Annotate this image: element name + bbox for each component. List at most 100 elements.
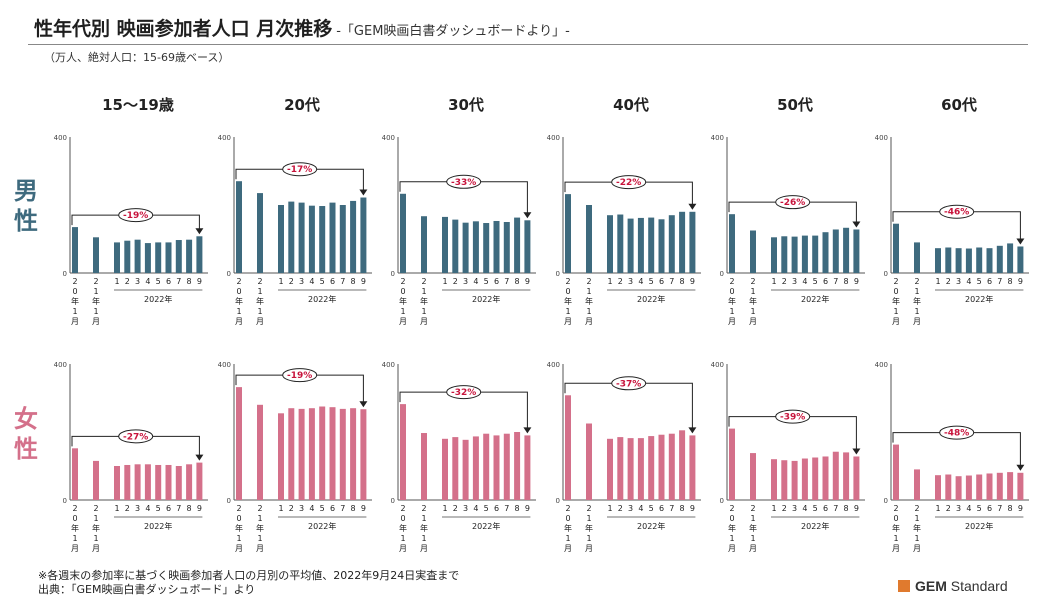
bar bbox=[586, 205, 592, 273]
bar bbox=[72, 448, 78, 500]
bar bbox=[319, 206, 326, 273]
x-tick-label-pre: 0 bbox=[565, 287, 570, 296]
bar bbox=[791, 460, 798, 500]
change-badge-label: -26% bbox=[780, 198, 805, 208]
bar bbox=[134, 239, 141, 273]
x-tick-label-pre: 2 bbox=[72, 277, 77, 286]
x-tick-label-month: 5 bbox=[320, 277, 325, 286]
panel-title: 30代 bbox=[448, 96, 484, 114]
x-tick-label-pre: 0 bbox=[236, 514, 241, 523]
change-badge-label: -39% bbox=[780, 413, 805, 423]
x-tick-label-pre: 2 bbox=[893, 277, 898, 286]
x-tick-label-month: 7 bbox=[340, 504, 345, 513]
change-arrowhead bbox=[852, 221, 861, 228]
change-badge bbox=[939, 425, 975, 440]
y-tick-max: 400 bbox=[711, 134, 724, 142]
x-tick-label-pre: 1 bbox=[914, 514, 919, 523]
y-tick-max: 400 bbox=[547, 361, 560, 369]
year-label: 2022年 bbox=[144, 521, 172, 531]
x-tick-label-pre: 月 bbox=[892, 317, 900, 326]
x-tick-label-month: 2 bbox=[946, 277, 951, 286]
x-tick-label-month: 7 bbox=[504, 504, 509, 513]
y-tick-max: 400 bbox=[547, 134, 560, 142]
bar bbox=[339, 205, 346, 273]
x-tick-label-month: 1 bbox=[771, 504, 776, 513]
x-tick-label-month: 4 bbox=[473, 277, 478, 286]
x-tick-label-month: 7 bbox=[340, 277, 345, 286]
bar bbox=[627, 218, 634, 273]
y-tick-min: 0 bbox=[391, 270, 395, 278]
x-tick-label-pre: 1 bbox=[236, 534, 241, 543]
x-tick-label-month: 8 bbox=[1008, 504, 1013, 513]
group-label-male-line2: 性 bbox=[14, 207, 38, 235]
bar bbox=[914, 242, 920, 273]
bar bbox=[308, 408, 315, 500]
group-label-female-line1: 女 bbox=[14, 405, 38, 433]
x-tick-label-pre: 年 bbox=[728, 523, 736, 533]
group-label-male-line1: 男 bbox=[14, 177, 38, 205]
bar bbox=[308, 205, 315, 273]
bar bbox=[175, 240, 182, 273]
x-tick-label-month: 3 bbox=[628, 277, 633, 286]
x-tick-label-month: 9 bbox=[525, 277, 530, 286]
x-tick-label-pre: 1 bbox=[893, 534, 898, 543]
x-tick-label-pre: 2 bbox=[257, 277, 262, 286]
bar bbox=[853, 229, 860, 273]
bar bbox=[483, 433, 490, 500]
change-arrowhead bbox=[359, 189, 368, 196]
change-badge bbox=[775, 409, 811, 424]
change-arrowhead bbox=[195, 454, 204, 461]
x-tick-label-pre: 月 bbox=[564, 317, 572, 326]
x-tick-label-month: 7 bbox=[833, 277, 838, 286]
x-tick-label-pre: 年 bbox=[235, 523, 243, 533]
x-tick-label-month: 5 bbox=[977, 277, 982, 286]
x-tick-label-pre: 1 bbox=[914, 287, 919, 296]
bar bbox=[196, 236, 203, 273]
x-tick-label-month: 2 bbox=[125, 504, 130, 513]
x-tick-label-month: 8 bbox=[351, 277, 356, 286]
year-label: 2022年 bbox=[801, 521, 829, 531]
bar bbox=[483, 223, 490, 273]
y-tick-min: 0 bbox=[720, 270, 724, 278]
bar bbox=[360, 409, 367, 500]
x-tick-label-pre: 0 bbox=[729, 287, 734, 296]
x-tick-label-pre: 1 bbox=[93, 307, 98, 316]
bar bbox=[1007, 472, 1014, 500]
bar bbox=[400, 193, 406, 273]
x-tick-label-month: 4 bbox=[966, 277, 971, 286]
x-tick-label-month: 2 bbox=[125, 277, 130, 286]
x-tick-label-month: 6 bbox=[494, 504, 499, 513]
x-tick-label-month: 1 bbox=[607, 277, 612, 286]
y-tick-min: 0 bbox=[720, 497, 724, 505]
bar bbox=[945, 247, 952, 273]
bar bbox=[124, 240, 131, 273]
bar bbox=[319, 406, 326, 500]
x-tick-label-pre: 1 bbox=[586, 534, 591, 543]
y-tick-min: 0 bbox=[63, 270, 67, 278]
x-tick-label-month: 8 bbox=[680, 504, 685, 513]
x-tick-label-month: 1 bbox=[278, 504, 283, 513]
x-tick-label-month: 5 bbox=[977, 504, 982, 513]
x-tick-label-month: 9 bbox=[1018, 504, 1023, 513]
bar bbox=[124, 464, 131, 500]
x-tick-label-pre: 2 bbox=[750, 504, 755, 513]
x-tick-label-month: 7 bbox=[176, 504, 181, 513]
x-tick-label-pre: 2 bbox=[914, 277, 919, 286]
x-tick-label-pre: 0 bbox=[72, 514, 77, 523]
x-tick-label-month: 2 bbox=[946, 504, 951, 513]
x-tick-label-pre: 1 bbox=[729, 534, 734, 543]
year-label: 2022年 bbox=[308, 294, 336, 304]
bar bbox=[668, 215, 675, 273]
x-tick-label-month: 6 bbox=[659, 504, 664, 513]
bar bbox=[853, 456, 860, 500]
x-tick-label-pre: 2 bbox=[421, 277, 426, 286]
bar bbox=[976, 474, 983, 500]
x-tick-label-pre: 月 bbox=[749, 317, 757, 326]
bar bbox=[514, 432, 521, 500]
year-label: 2022年 bbox=[801, 294, 829, 304]
x-tick-label-month: 8 bbox=[187, 277, 192, 286]
x-tick-label-pre: 年 bbox=[913, 523, 921, 533]
bar bbox=[452, 219, 459, 273]
x-tick-label-pre: 2 bbox=[400, 277, 405, 286]
